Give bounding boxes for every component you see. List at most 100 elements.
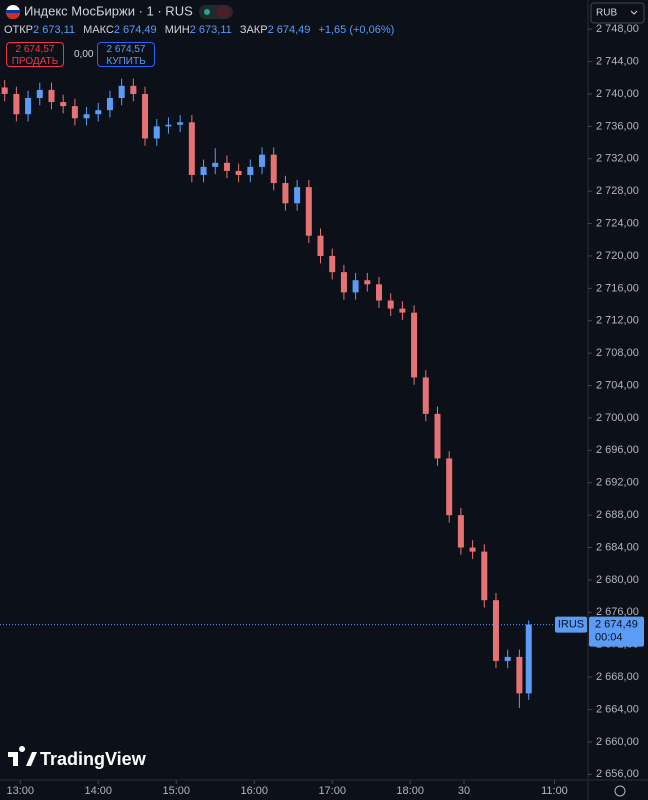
buy-button[interactable]: 2 674,57 КУПИТЬ: [97, 42, 155, 67]
countdown: 00:04: [595, 631, 623, 643]
open-value: 2 673,11: [33, 24, 76, 36]
chevron: [630, 10, 638, 15]
candle-body: [165, 124, 172, 127]
settings-icon[interactable]: [614, 785, 626, 797]
last-price-box: [589, 616, 644, 647]
change: +1,65 (+0,06%): [318, 24, 395, 36]
candle-body: [188, 122, 195, 175]
x-tick-label: 11:00: [541, 785, 568, 797]
y-tick-label: 2 684,00: [596, 541, 639, 553]
y-tick-label: 2 660,00: [596, 736, 639, 748]
last-price-label: 2 674,49: [595, 618, 638, 630]
x-tick-label: 18:00: [396, 785, 424, 797]
candle-body: [200, 166, 207, 175]
x-tick-label: 17:00: [318, 785, 346, 797]
candle-body: [446, 458, 453, 516]
candle-body: [481, 551, 488, 601]
y-tick-label: 2 676,00: [596, 606, 639, 618]
candle-body: [247, 166, 254, 175]
candle-body: [411, 312, 418, 378]
spread: 0,00: [74, 49, 94, 60]
header-icons: [6, 5, 233, 19]
currency-box[interactable]: [590, 2, 645, 24]
candle-body: [305, 187, 312, 236]
candle-body: [235, 170, 242, 175]
close-label: ЗАКР: [239, 24, 268, 36]
candle-body: [317, 235, 324, 256]
y-tick-label: 2 664,00: [596, 703, 639, 715]
high-label: МАКС: [83, 24, 114, 36]
candle-body: [282, 183, 289, 204]
candle-body: [294, 187, 301, 204]
currency[interactable]: RUB: [596, 8, 617, 19]
sell-label[interactable]: ПРОДАТЬ: [11, 56, 59, 67]
sell-price[interactable]: 2 674,57: [15, 44, 55, 55]
candle-body: [153, 126, 160, 139]
y-tick-label: 2 688,00: [596, 509, 639, 521]
candle-body: [492, 600, 499, 661]
symbol-tag-box: [555, 616, 587, 633]
flag-blue: [6, 10, 20, 13]
y-tick-label: 2 740,00: [596, 88, 639, 100]
open-label: ОТКР: [4, 24, 34, 36]
y-tick-label: 2 680,00: [596, 574, 639, 586]
buy-label[interactable]: КУПИТЬ: [106, 56, 146, 67]
y-tick-label: 2 692,00: [596, 477, 639, 489]
high-value: 2 674,49: [113, 24, 157, 36]
logo: TradingView: [8, 746, 147, 769]
candle-body: [95, 110, 102, 115]
candle-body: [422, 377, 429, 414]
low-value: 2 673,11: [189, 24, 232, 36]
y-tick-label: 2 668,00: [596, 671, 639, 683]
candle-body: [83, 114, 90, 119]
currency-select[interactable]: RUB: [590, 2, 645, 24]
candle-body: [525, 624, 532, 694]
status-badge-2: [216, 6, 231, 18]
flag-red: [6, 12, 20, 19]
sell-button[interactable]: 2 674,57 ПРОДАТЬ: [6, 42, 64, 67]
close-value: 2 674,49: [267, 24, 311, 36]
candle-body: [118, 85, 125, 99]
status-dot: [204, 9, 210, 15]
candle-body: [48, 89, 55, 103]
candle-body: [376, 284, 383, 301]
y-tick-label: 2 720,00: [596, 250, 639, 262]
y-tick-label: 2 696,00: [596, 444, 639, 456]
chart-title: Индекс МосБиржи · 1 · RUS: [24, 3, 193, 18]
candle-body: [130, 85, 137, 94]
candle-body: [36, 89, 43, 99]
candle-body: [106, 98, 113, 111]
candle-body: [504, 656, 511, 661]
y-tick-label: 2 732,00: [596, 153, 639, 165]
y-tick-label: 2 704,00: [596, 379, 639, 391]
candle-body: [223, 162, 230, 171]
symbol-tag: IRUS: [558, 618, 584, 630]
candle-body: [212, 162, 219, 167]
candle-body: [469, 547, 476, 552]
x-tick-label: 15:00: [162, 785, 190, 797]
candle-body: [387, 300, 394, 309]
candle-body: [352, 280, 359, 293]
y-tick-label: 2 724,00: [596, 217, 639, 229]
candle-body: [60, 102, 67, 107]
plot: [1, 78, 532, 708]
ohlc-header: ОТКР2 673,11 МАКС2 674,49 МИН2 673,11 ЗА…: [4, 24, 399, 36]
buy-price[interactable]: 2 674,57: [106, 44, 146, 55]
logo-text: TradingView: [40, 749, 147, 769]
candle-body: [457, 515, 464, 548]
candle-body: [142, 93, 149, 139]
candle-body: [177, 122, 184, 125]
x-tick-label: 13:00: [7, 785, 35, 797]
candle-body: [516, 656, 523, 694]
candle-body: [399, 308, 406, 313]
candle-body: [340, 272, 347, 293]
candle-body: [71, 106, 78, 119]
candle-body: [1, 87, 8, 94]
y-tick-label: 2 700,00: [596, 412, 639, 424]
candle-body: [25, 98, 32, 115]
y-tick-label: 2 712,00: [596, 315, 639, 327]
y-tick-label: 2 716,00: [596, 282, 639, 294]
